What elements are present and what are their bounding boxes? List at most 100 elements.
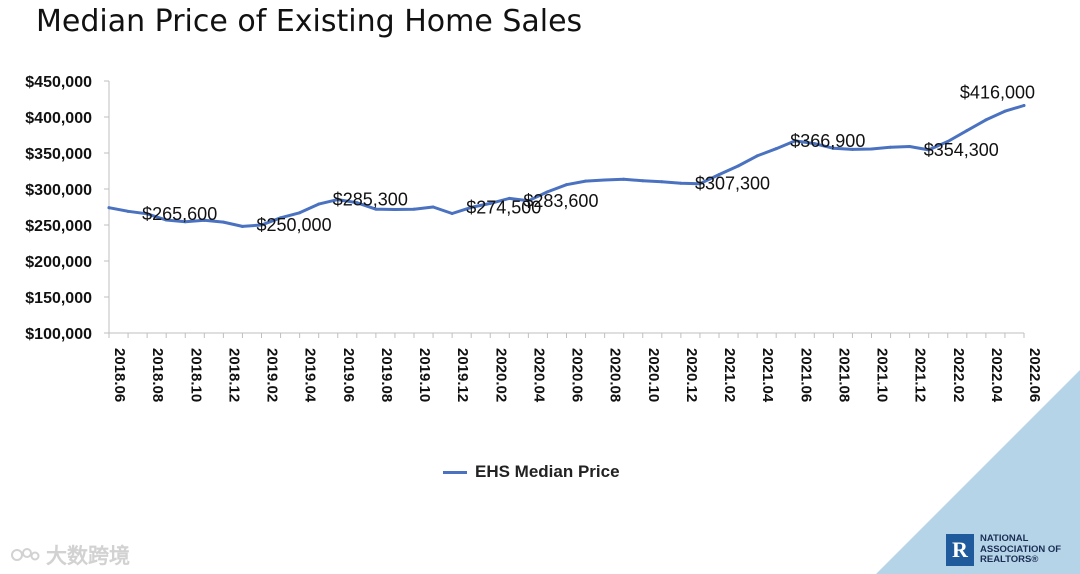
x-tick-label: 2019.10 — [416, 348, 433, 402]
x-tick-label: 2019.02 — [264, 348, 281, 402]
data-point — [107, 206, 111, 210]
data-point — [450, 211, 454, 215]
realtor-r-icon: R — [946, 534, 974, 566]
legend-line-swatch — [443, 470, 467, 474]
data-point — [850, 147, 854, 151]
data-point — [412, 207, 416, 211]
watermark: 大数跨境 — [10, 540, 130, 570]
data-point — [393, 208, 397, 212]
data-label: $354,300 — [924, 140, 999, 160]
brand-logo: R NATIONAL ASSOCIATION OF REALTORS® — [946, 534, 1061, 566]
y-tick-label: $100,000 — [25, 326, 92, 343]
x-tick-label: 2020.12 — [683, 348, 700, 402]
data-point — [260, 223, 263, 227]
data-point — [240, 224, 244, 228]
y-tick-label: $450,000 — [25, 74, 92, 91]
data-point — [545, 190, 549, 194]
data-point — [717, 173, 721, 177]
x-axis: 2018.06 2018.08 2018.10 2018.12 2019.02 2019.… — [108, 332, 1043, 403]
data-point — [984, 118, 988, 122]
x-tick-label: 2019.04 — [302, 348, 319, 403]
brand-line-1: NATIONAL — [980, 533, 1029, 545]
data-point — [755, 154, 759, 158]
y-tick-label: $300,000 — [25, 182, 92, 199]
data-point — [908, 145, 912, 149]
data-point — [584, 179, 588, 183]
x-tick-label: 2021.12 — [912, 348, 929, 402]
x-tick-label: 2020.10 — [645, 348, 662, 402]
y-tick-label: $250,000 — [25, 218, 92, 235]
y-tick-label: $200,000 — [25, 254, 92, 271]
data-point — [793, 139, 797, 143]
data-point — [603, 178, 607, 182]
x-tick-label: 2018.12 — [225, 348, 242, 402]
data-point — [889, 145, 893, 149]
data-point — [1022, 103, 1026, 107]
x-tick-label: 2020.04 — [530, 348, 547, 403]
data-point — [1003, 109, 1007, 113]
data-point — [812, 142, 816, 146]
y-axis: $100,000 $150,000 $200,000 $250,000 $300,000… — [25, 74, 110, 343]
data-point — [736, 164, 740, 168]
data-point — [317, 202, 321, 206]
data-point — [698, 182, 702, 186]
x-tick-label: 2022.04 — [988, 348, 1005, 403]
y-tick-label: $150,000 — [25, 290, 92, 307]
legend: EHS Median Price — [443, 462, 620, 482]
data-point — [526, 199, 530, 203]
x-tick-label: 2020.08 — [607, 348, 624, 402]
data-point — [679, 181, 683, 185]
data-point — [831, 146, 835, 150]
x-tick-label: 2019.06 — [340, 348, 357, 402]
corner-shape — [876, 370, 1080, 574]
x-tick-label: 2018.08 — [149, 348, 166, 402]
x-tick-label: 2021.06 — [797, 348, 814, 402]
x-tick-label: 2021.02 — [721, 348, 738, 402]
x-tick-label: 2019.08 — [378, 348, 395, 402]
data-point — [221, 220, 225, 224]
data-point — [355, 201, 359, 205]
watermark-icon — [11, 548, 40, 561]
data-point — [126, 209, 130, 213]
data-point — [202, 218, 206, 222]
x-tick-label: 2021.04 — [759, 348, 776, 403]
data-point — [488, 201, 492, 205]
data-label: $416,000 — [960, 82, 1035, 102]
data-point — [946, 139, 950, 143]
x-tick-label: 2022.06 — [1026, 348, 1043, 402]
y-tick-label: $400,000 — [25, 110, 92, 127]
x-tick-label: 2022.02 — [950, 348, 967, 402]
brand-line-2: ASSOCIATION OF — [980, 543, 1062, 555]
data-point — [336, 198, 340, 202]
watermark-text: 大数跨境 — [46, 544, 130, 568]
x-tick-label: 2021.08 — [835, 348, 852, 402]
x-tick-label: 2020.06 — [569, 348, 586, 402]
data-label: $283,600 — [523, 191, 598, 211]
x-tick-label: 2021.10 — [874, 348, 891, 402]
data-label: $265,600 — [142, 204, 217, 224]
data-point — [660, 180, 664, 184]
data-point — [183, 220, 187, 224]
data-point — [622, 177, 626, 181]
data-label: $285,300 — [333, 190, 408, 210]
data-point — [164, 218, 168, 222]
series-group — [107, 103, 1026, 228]
chart-title: Median Price of Existing Home Sales — [36, 4, 583, 39]
data-point — [774, 147, 778, 151]
data-label: $250,000 — [257, 215, 332, 235]
data-point — [565, 183, 568, 187]
data-point — [965, 129, 969, 133]
y-tick-label: $350,000 — [25, 146, 92, 163]
data-point — [469, 205, 473, 209]
data-point — [927, 148, 931, 152]
brand-line-3: REALTORS® — [980, 554, 1039, 566]
legend-label: EHS Median Price — [475, 462, 620, 481]
x-tick-label: 2019.12 — [454, 348, 471, 402]
data-label: $366,900 — [790, 131, 865, 151]
data-label: $307,300 — [695, 174, 770, 194]
data-label: $274,500 — [466, 197, 541, 217]
data-point — [298, 211, 302, 215]
x-tick-label: 2020.02 — [492, 348, 509, 402]
